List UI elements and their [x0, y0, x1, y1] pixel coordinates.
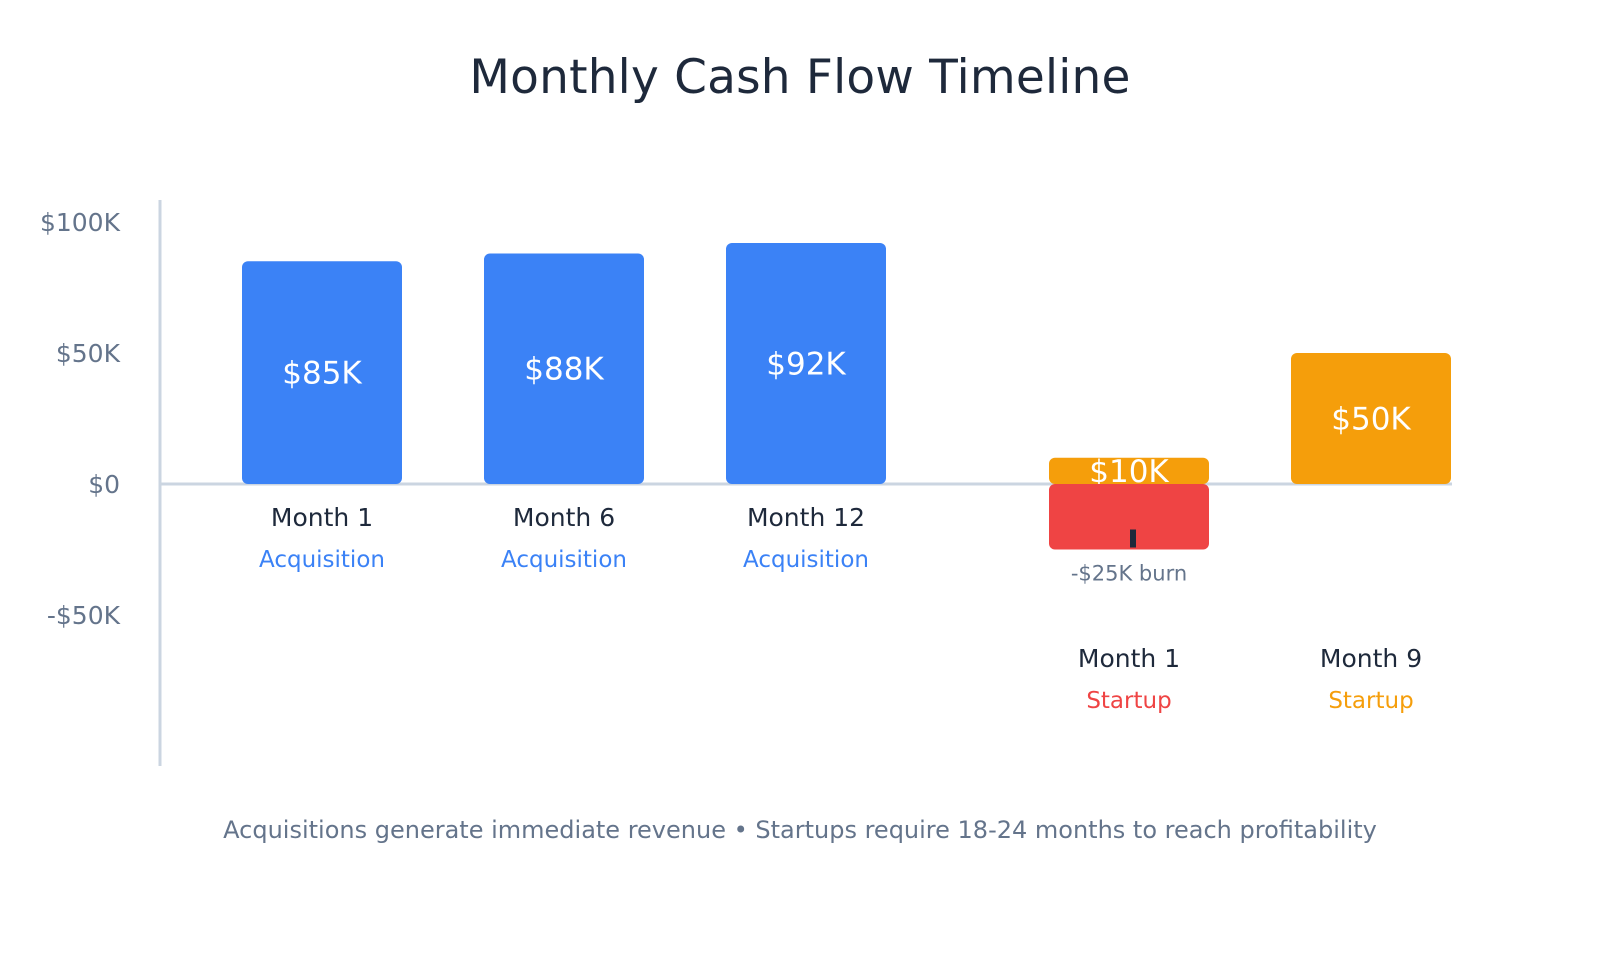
category-month-label: Month 6 [513, 503, 615, 532]
category-group-label: Startup [1086, 688, 1171, 714]
category-month-label: Month 1 [1078, 644, 1180, 673]
bar [1049, 457, 1209, 484]
category-month-label: Month 12 [747, 503, 865, 532]
y-tick-label: $50K [56, 339, 121, 368]
y-tick-label: -$50K [47, 601, 121, 630]
bar [484, 253, 644, 484]
burn-label: -$25K burn [1071, 562, 1187, 586]
category-group-label: Acquisition [743, 547, 869, 573]
bar-value-label: $88K [524, 352, 604, 388]
bar [726, 242, 886, 484]
chart-title: Monthly Cash Flow Timeline [469, 50, 1131, 105]
bar-value-label: $10K [1089, 454, 1169, 490]
category-group-label: Acquisition [501, 547, 627, 573]
bar-value-label: $50K [1331, 402, 1411, 438]
y-tick-label: $0 [88, 470, 120, 499]
burn-bar [1049, 484, 1209, 550]
chart-footnote: Acquisitions generate immediate revenue … [223, 816, 1377, 844]
bar [242, 261, 402, 484]
y-tick-label: $100K [40, 208, 121, 237]
category-group-label: Acquisition [259, 547, 385, 573]
burn-marker [1130, 529, 1136, 548]
category-month-label: Month 1 [271, 503, 373, 532]
category-group-label: Startup [1328, 688, 1413, 714]
bar-value-label: $85K [282, 356, 362, 392]
category-month-label: Month 9 [1320, 644, 1422, 673]
bar-value-label: $92K [766, 346, 846, 382]
bar [1291, 353, 1451, 484]
